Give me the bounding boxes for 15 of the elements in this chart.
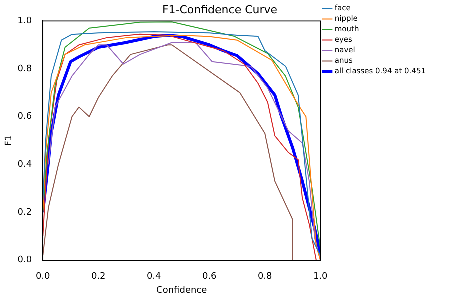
y-axis-title: F1 [4,135,15,146]
x-tick-label: 1.0 [313,272,328,282]
x-tick-label: 0.8 [258,272,273,282]
x-tick-label: 0.2 [91,272,106,282]
chart-title: F1-Confidence Curve [162,3,278,16]
y-tick-label: 1.0 [18,16,32,27]
x-axis-title: Confidence [156,286,208,296]
x-tick-label: 0.0 [36,272,51,282]
x-tick-label: 0.4 [146,272,162,282]
y-tick-label: 0.6 [18,112,32,122]
y-tick-label: 0.4 [18,160,32,170]
y-tick-label: 0.0 [18,256,32,266]
y-tick-label: 0.8 [18,64,32,74]
y-tick-label: 0.2 [18,208,32,218]
x-tick-label: 0.6 [202,272,218,282]
